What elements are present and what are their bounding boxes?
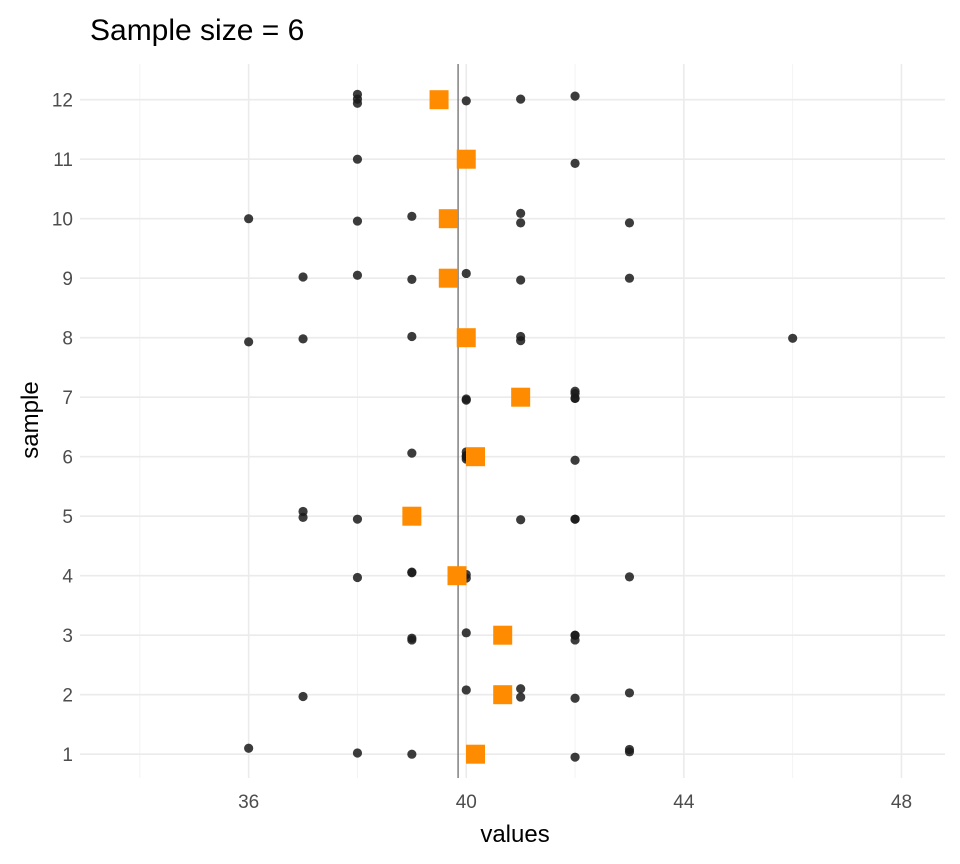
y-tick-label: 5: [62, 507, 73, 528]
data-point: [570, 91, 580, 101]
data-point: [352, 572, 363, 583]
data-point: [244, 337, 254, 347]
data-point: [407, 274, 417, 284]
x-tick-label: 44: [673, 792, 695, 813]
data-point: [516, 94, 526, 104]
x-axis-tick-labels: 36 40 44 48: [238, 792, 912, 813]
data-point: [516, 275, 526, 285]
data-point: [298, 272, 308, 282]
data-point: [352, 748, 363, 758]
sample-mean-marker: [438, 268, 458, 288]
y-tick-label: 11: [53, 150, 73, 171]
data-point: [407, 331, 417, 342]
y-tick-label: 7: [62, 388, 73, 409]
data-point: [298, 334, 308, 344]
sample-mean-marker: [402, 506, 422, 526]
y-tick-label: 2: [62, 686, 73, 707]
data-point: [516, 692, 526, 702]
data-point: [352, 154, 363, 164]
grid: [80, 64, 945, 778]
sample-mean-marker: [456, 149, 476, 169]
data-point: [352, 270, 363, 280]
data-point: [244, 214, 254, 224]
sample-mean-marker: [438, 209, 458, 229]
data-point: [298, 691, 308, 702]
data-point: [352, 98, 363, 108]
data-point: [516, 218, 526, 228]
y-tick-label: 9: [62, 269, 73, 290]
data-point: [407, 211, 417, 221]
data-point: [461, 628, 471, 638]
x-tick-label: 48: [891, 792, 912, 813]
data-point: [244, 743, 254, 753]
data-point: [570, 158, 580, 168]
data-point: [461, 394, 471, 404]
y-tick-label: 12: [52, 91, 73, 112]
sample-mean-marker: [466, 744, 486, 764]
data-point: [624, 572, 635, 582]
data-point: [352, 216, 363, 226]
data-point: [624, 688, 635, 698]
mean-markers: [402, 90, 531, 764]
data-point: [516, 208, 526, 218]
data-point: [570, 514, 580, 524]
data-point: [516, 684, 526, 694]
sample-mean-marker: [511, 387, 531, 407]
y-tick-label: 6: [62, 448, 73, 469]
y-tick-label: 3: [62, 626, 73, 647]
sample-mean-marker: [493, 625, 513, 645]
sample-mean-marker: [493, 685, 513, 705]
data-point: [461, 96, 471, 106]
y-tick-label: 10: [52, 210, 73, 231]
data-point: [570, 630, 580, 640]
data-point: [298, 512, 308, 522]
data-point: [624, 273, 635, 283]
y-tick-label: 8: [62, 329, 73, 350]
y-tick-label: 4: [62, 567, 73, 588]
sample-mean-marker: [429, 90, 449, 110]
chart-title: Sample size = 6: [90, 14, 304, 47]
data-point: [407, 749, 417, 759]
data-point: [407, 448, 417, 458]
data-points: [244, 89, 798, 762]
y-tick-label: 1: [62, 745, 73, 766]
x-tick-label: 36: [238, 792, 259, 813]
data-point: [352, 514, 363, 524]
y-axis-title: sample: [17, 381, 44, 458]
data-point: [461, 685, 471, 695]
data-point: [516, 515, 526, 525]
data-point: [407, 567, 417, 577]
x-axis-title: values: [480, 821, 549, 848]
data-point: [788, 333, 798, 343]
x-tick-label: 40: [456, 792, 477, 813]
data-point: [407, 635, 417, 645]
data-point: [516, 336, 526, 346]
data-point: [570, 752, 580, 762]
data-point: [570, 393, 580, 403]
sample-mean-marker: [456, 328, 476, 348]
data-point: [624, 218, 635, 228]
data-point: [461, 268, 471, 279]
sample-mean-marker: [447, 566, 467, 586]
data-point: [570, 455, 580, 465]
sample-mean-marker: [466, 447, 486, 467]
data-point: [624, 747, 635, 757]
data-point: [570, 693, 580, 703]
